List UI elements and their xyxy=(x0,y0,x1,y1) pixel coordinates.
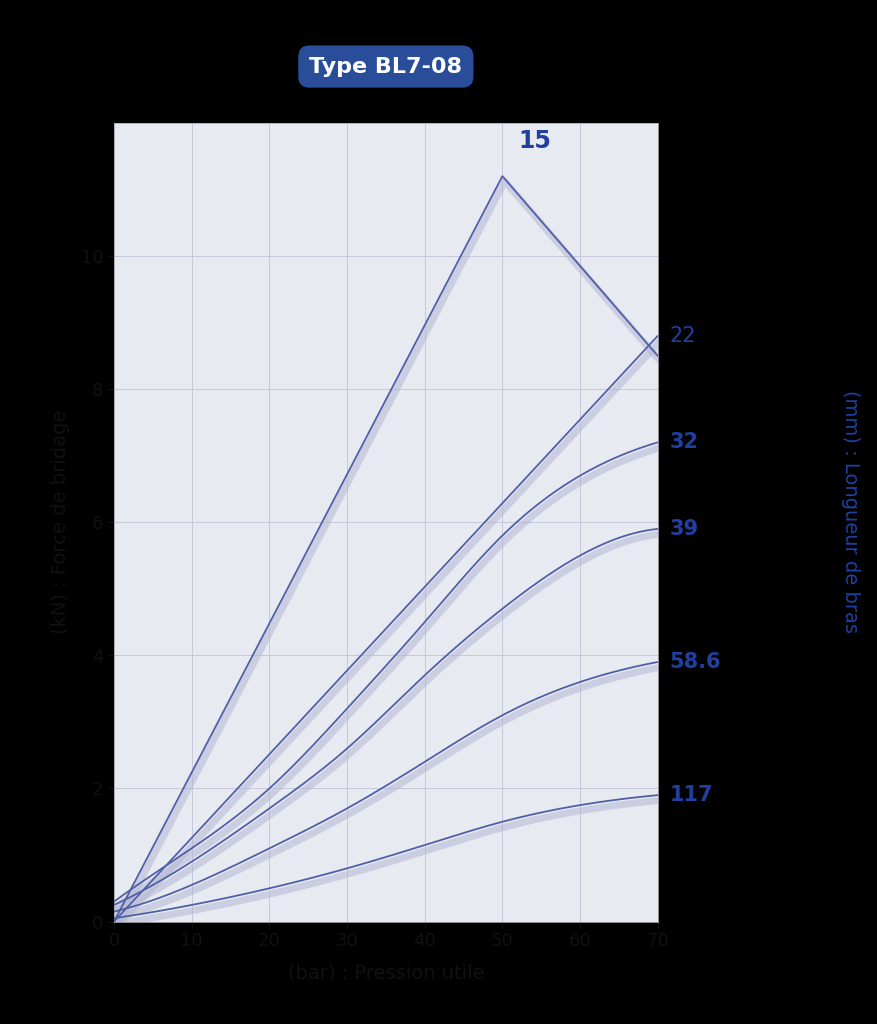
Y-axis label: (kN) : Force de bridage: (kN) : Force de bridage xyxy=(51,410,70,635)
Text: Type BL7-08: Type BL7-08 xyxy=(310,56,462,77)
Text: (mm) : Longueur de bras: (mm) : Longueur de bras xyxy=(841,390,860,634)
Text: 32: 32 xyxy=(669,432,698,453)
Text: 22: 22 xyxy=(669,326,696,346)
Text: 117: 117 xyxy=(669,785,713,805)
X-axis label: (bar) : Pression utile: (bar) : Pression utile xyxy=(288,964,484,983)
Text: 58.6: 58.6 xyxy=(669,652,721,672)
Text: 39: 39 xyxy=(669,519,698,539)
Text: 15: 15 xyxy=(518,129,551,153)
